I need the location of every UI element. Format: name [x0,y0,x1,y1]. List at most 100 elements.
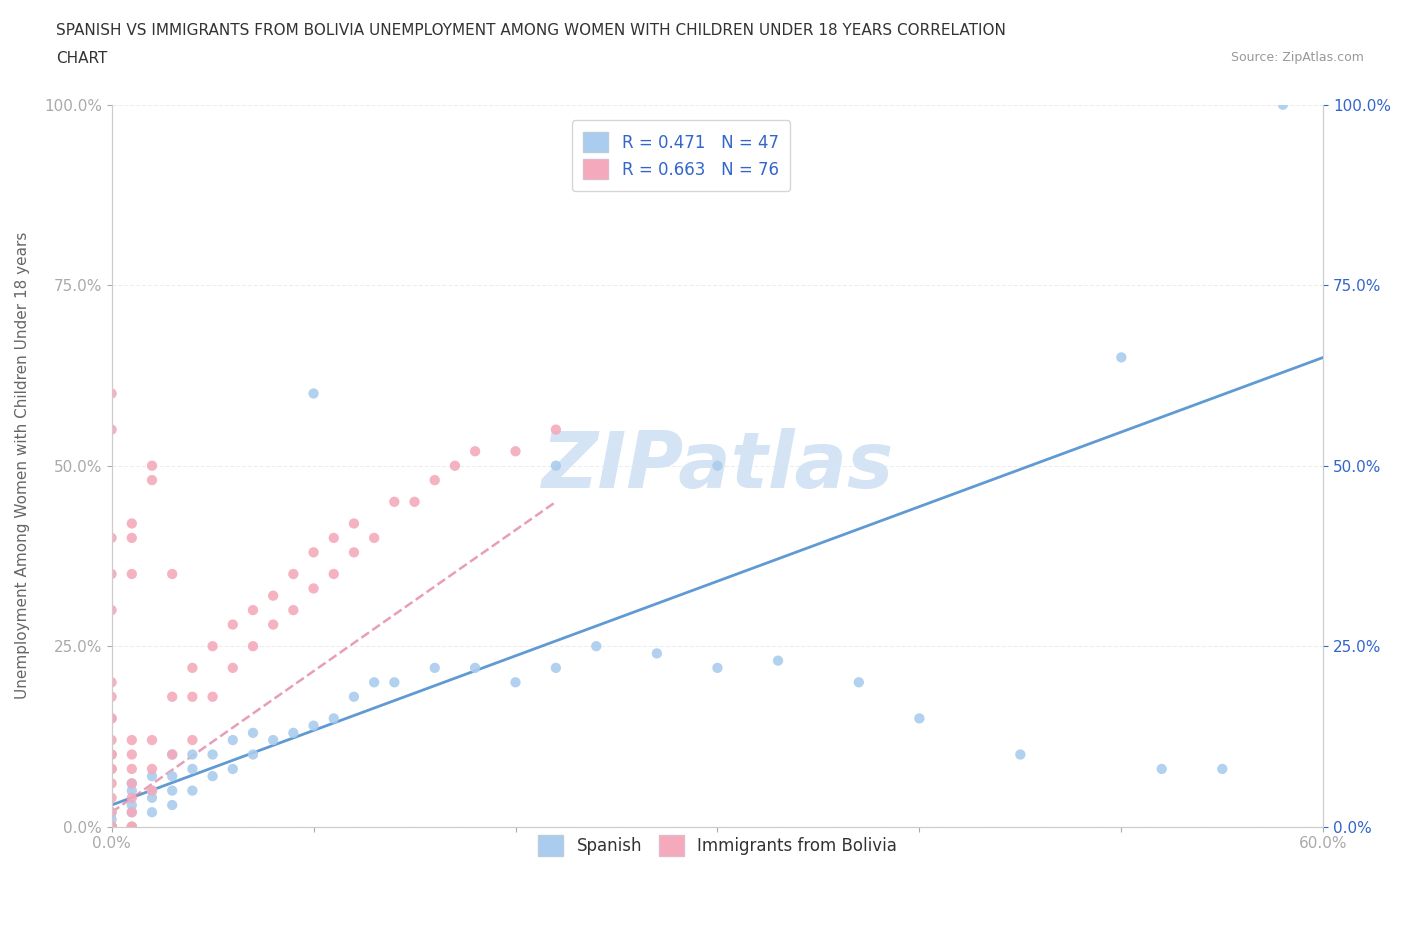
Point [100,819,122,834]
Point [141,783,163,798]
Point [121,762,143,777]
Point [464,660,486,675]
Point [100,819,122,834]
Point [201,639,224,654]
Point [242,639,264,654]
Point [100,566,122,581]
Point [1010,747,1032,762]
Point [242,603,264,618]
Point [121,516,143,531]
Point [121,798,143,813]
Point [100,386,122,401]
Point [262,588,284,603]
Point [343,545,366,560]
Point [302,545,325,560]
Point [222,762,245,777]
Point [283,566,305,581]
Point [160,769,183,784]
Text: CHART: CHART [56,51,108,66]
Point [100,819,122,834]
Point [322,530,344,545]
Point [100,819,122,834]
Point [201,689,224,704]
Point [363,675,385,690]
Point [141,733,163,748]
Point [322,566,344,581]
Point [766,653,789,668]
Point [100,819,122,834]
Point [1211,762,1233,777]
Text: Source: ZipAtlas.com: Source: ZipAtlas.com [1230,51,1364,64]
Point [302,581,325,596]
Point [141,762,163,777]
Point [100,422,122,437]
Point [444,458,467,473]
Point [544,458,567,473]
Point [100,711,122,725]
Point [423,660,446,675]
Point [141,790,163,805]
Point [181,762,204,777]
Point [100,747,122,762]
Point [222,618,245,632]
Point [262,733,284,748]
Point [505,675,527,690]
Point [343,516,366,531]
Point [100,819,122,834]
Point [121,819,143,834]
Text: SPANISH VS IMMIGRANTS FROM BOLIVIA UNEMPLOYMENT AMONG WOMEN WITH CHILDREN UNDER : SPANISH VS IMMIGRANTS FROM BOLIVIA UNEMP… [56,23,1007,38]
Point [121,819,143,834]
Point [100,530,122,545]
Text: ZIPatlas: ZIPatlas [541,428,894,504]
Point [100,819,122,834]
Point [283,603,305,618]
Point [302,386,325,401]
Point [141,769,163,784]
Point [908,711,931,725]
Point [222,733,245,748]
Point [141,783,163,798]
Point [100,819,122,834]
Point [160,783,183,798]
Point [181,747,204,762]
Point [100,819,122,834]
Point [222,660,245,675]
Point [382,495,405,510]
Point [404,495,426,510]
Point [100,819,122,834]
Point [100,804,122,819]
Point [100,804,122,819]
Point [100,762,122,777]
Point [423,472,446,487]
Point [100,819,122,834]
Point [160,798,183,813]
Point [1271,98,1294,113]
Point [242,747,264,762]
Point [706,660,728,675]
Point [848,675,870,690]
Point [121,804,143,819]
Point [121,783,143,798]
Point [181,783,204,798]
Point [302,718,325,733]
Point [262,618,284,632]
Point [181,660,204,675]
Point [121,776,143,790]
Point [100,733,122,748]
Point [464,444,486,458]
Point [121,790,143,805]
Point [1150,762,1173,777]
Point [1111,350,1133,365]
Point [100,819,122,834]
Point [100,812,122,827]
Point [645,646,668,661]
Point [201,747,224,762]
Point [100,747,122,762]
Point [141,804,163,819]
Point [121,733,143,748]
Point [100,776,122,790]
Point [100,603,122,618]
Point [706,458,728,473]
Point [100,819,122,834]
Point [100,762,122,777]
